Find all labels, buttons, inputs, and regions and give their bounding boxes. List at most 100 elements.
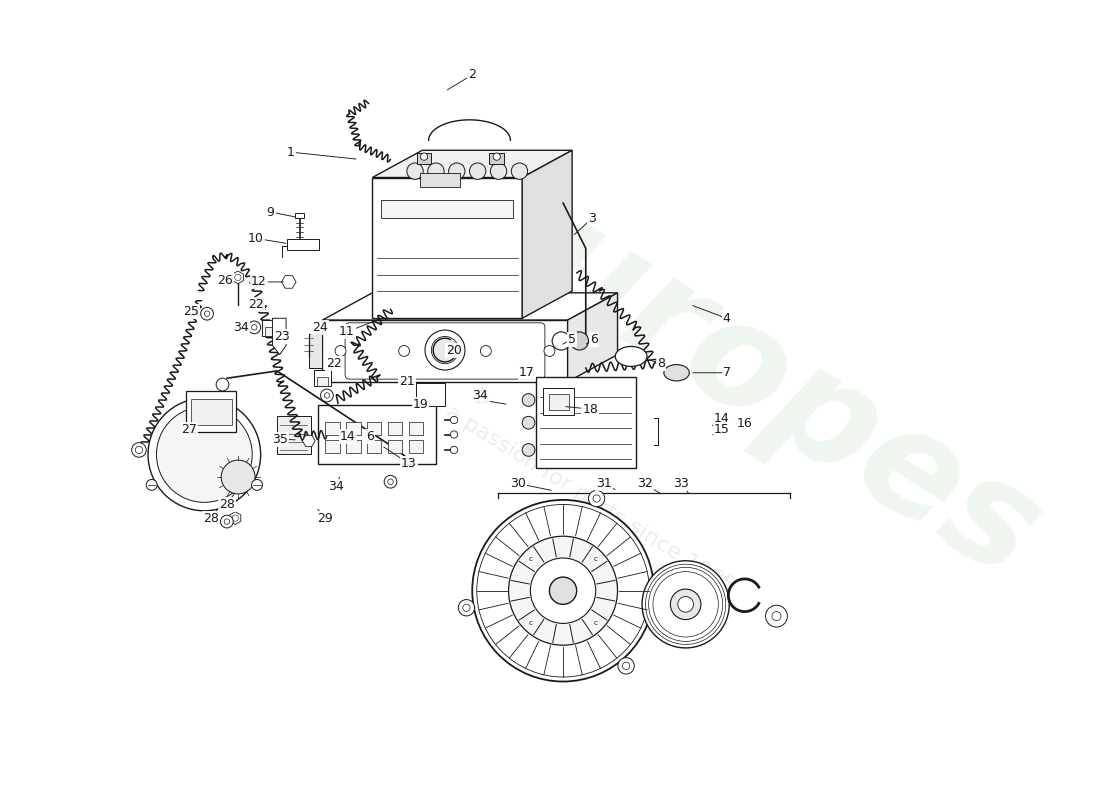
Ellipse shape	[664, 365, 690, 381]
FancyBboxPatch shape	[322, 320, 568, 382]
Polygon shape	[522, 150, 572, 318]
Polygon shape	[263, 320, 278, 337]
Circle shape	[449, 163, 465, 179]
Text: 34: 34	[472, 389, 487, 402]
Circle shape	[481, 346, 492, 357]
Text: 16: 16	[737, 417, 752, 430]
FancyBboxPatch shape	[277, 416, 311, 454]
Circle shape	[552, 332, 570, 350]
FancyBboxPatch shape	[388, 440, 403, 453]
FancyBboxPatch shape	[536, 378, 636, 468]
Text: 14: 14	[714, 412, 730, 425]
Circle shape	[522, 443, 535, 456]
Circle shape	[148, 398, 261, 510]
Text: c: c	[529, 620, 532, 626]
Circle shape	[398, 346, 409, 357]
Text: 23: 23	[274, 330, 289, 343]
Text: 33: 33	[673, 477, 689, 490]
Circle shape	[135, 446, 143, 454]
Text: 9: 9	[266, 206, 275, 218]
Circle shape	[463, 604, 470, 611]
Circle shape	[549, 577, 576, 604]
Polygon shape	[309, 334, 322, 368]
FancyBboxPatch shape	[367, 422, 382, 434]
Circle shape	[772, 611, 781, 621]
Polygon shape	[273, 318, 286, 354]
FancyBboxPatch shape	[543, 388, 574, 415]
FancyBboxPatch shape	[382, 200, 513, 218]
FancyBboxPatch shape	[409, 422, 424, 434]
Circle shape	[132, 442, 146, 458]
Circle shape	[530, 558, 596, 623]
FancyBboxPatch shape	[372, 178, 522, 318]
FancyBboxPatch shape	[490, 153, 504, 164]
Circle shape	[428, 163, 444, 179]
FancyBboxPatch shape	[190, 399, 232, 425]
Polygon shape	[769, 608, 783, 624]
Circle shape	[522, 416, 535, 429]
Circle shape	[336, 346, 346, 357]
Circle shape	[407, 163, 424, 179]
Circle shape	[234, 274, 241, 281]
Circle shape	[618, 658, 635, 674]
Text: 2: 2	[469, 68, 476, 82]
Circle shape	[478, 393, 484, 398]
Text: 21: 21	[399, 375, 415, 388]
Polygon shape	[302, 435, 315, 446]
Polygon shape	[372, 150, 572, 178]
Circle shape	[670, 589, 701, 619]
Circle shape	[248, 321, 261, 334]
Polygon shape	[322, 293, 617, 320]
Text: 24: 24	[311, 321, 328, 334]
Text: 6: 6	[590, 333, 598, 346]
Ellipse shape	[615, 346, 647, 366]
Circle shape	[570, 332, 589, 350]
FancyBboxPatch shape	[388, 422, 403, 434]
Circle shape	[431, 337, 459, 364]
Text: 15: 15	[473, 394, 490, 406]
Circle shape	[425, 330, 465, 370]
Text: 34: 34	[328, 480, 344, 493]
Circle shape	[146, 479, 157, 490]
Circle shape	[450, 446, 458, 454]
Circle shape	[678, 597, 693, 612]
Polygon shape	[419, 173, 461, 186]
Text: 17: 17	[519, 366, 535, 379]
Circle shape	[593, 495, 601, 502]
FancyBboxPatch shape	[326, 440, 340, 453]
Circle shape	[772, 612, 781, 620]
Text: 10: 10	[249, 232, 264, 245]
Text: a passion for parts since 1985: a passion for parts since 1985	[442, 402, 738, 598]
Text: 1: 1	[287, 146, 295, 158]
Circle shape	[224, 519, 230, 524]
Circle shape	[221, 460, 255, 494]
Text: 27: 27	[182, 422, 197, 435]
FancyBboxPatch shape	[417, 153, 431, 164]
Polygon shape	[265, 326, 276, 337]
Circle shape	[420, 153, 428, 160]
Text: europes: europes	[426, 137, 1064, 609]
Text: c: c	[529, 556, 532, 562]
Text: 5: 5	[568, 333, 576, 346]
Circle shape	[252, 325, 257, 330]
FancyBboxPatch shape	[318, 405, 436, 463]
FancyBboxPatch shape	[287, 239, 319, 250]
Circle shape	[232, 515, 239, 522]
Text: 13: 13	[400, 457, 417, 470]
Circle shape	[522, 394, 535, 406]
Text: 31: 31	[596, 477, 612, 490]
Polygon shape	[232, 271, 243, 284]
FancyBboxPatch shape	[295, 213, 305, 218]
Text: 8: 8	[657, 357, 665, 370]
Text: 20: 20	[447, 343, 462, 357]
Circle shape	[320, 389, 333, 402]
Polygon shape	[568, 293, 617, 382]
Text: 26: 26	[218, 274, 233, 286]
Text: 34: 34	[233, 321, 249, 334]
Polygon shape	[282, 276, 296, 288]
Text: 3: 3	[588, 212, 596, 225]
Circle shape	[384, 475, 397, 488]
Circle shape	[216, 378, 229, 391]
Circle shape	[493, 153, 500, 160]
FancyBboxPatch shape	[346, 422, 361, 434]
